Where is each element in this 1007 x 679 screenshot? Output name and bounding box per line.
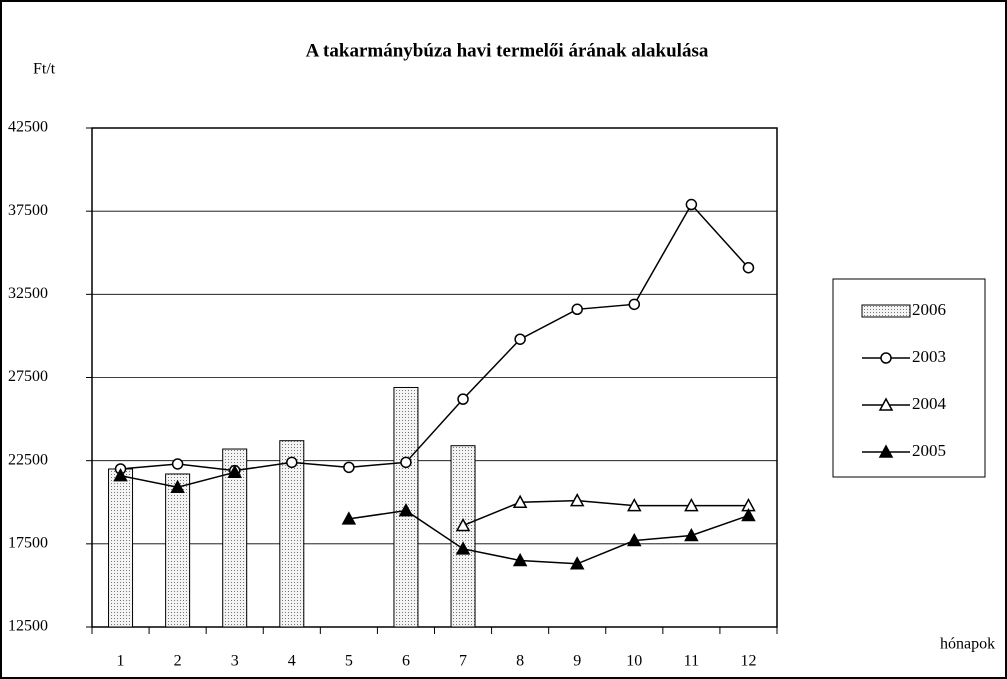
y-tick-label: 27500 xyxy=(8,368,48,385)
line xyxy=(348,509,749,565)
x-tick-label: 1 xyxy=(117,653,125,670)
legend-label: 2003 xyxy=(912,347,946,366)
marker xyxy=(455,541,471,555)
marker xyxy=(343,461,355,474)
line xyxy=(462,499,749,527)
x-tick-label: 11 xyxy=(684,653,699,670)
marker xyxy=(571,303,583,316)
bar xyxy=(108,468,134,628)
marker xyxy=(113,468,128,482)
x-tick-label: 6 xyxy=(402,653,410,670)
y-tick-label: 32500 xyxy=(8,285,48,302)
marker xyxy=(684,527,699,542)
x-tick-label: 5 xyxy=(345,653,353,670)
bar xyxy=(450,445,476,628)
marker xyxy=(628,298,641,311)
legend-marker xyxy=(878,397,894,411)
legend-marker xyxy=(880,352,892,364)
x-tick-label: 10 xyxy=(626,653,642,670)
marker xyxy=(400,456,412,469)
legend-swatch xyxy=(861,304,911,318)
marker xyxy=(627,498,642,512)
bar xyxy=(165,473,191,628)
marker xyxy=(569,556,585,570)
x-tick-label: 9 xyxy=(573,653,581,670)
marker xyxy=(512,552,528,567)
marker xyxy=(171,458,184,470)
line xyxy=(120,203,750,472)
marker xyxy=(170,479,185,494)
x-tick-label: 7 xyxy=(459,653,467,670)
y-tick-label: 17500 xyxy=(8,535,48,552)
x-axis-label: hónapok xyxy=(940,636,995,653)
x-tick-label: 3 xyxy=(231,653,239,670)
marker xyxy=(684,498,699,512)
marker xyxy=(512,494,528,508)
x-tick-label: 12 xyxy=(740,653,756,670)
bar xyxy=(279,440,305,628)
marker xyxy=(741,507,756,522)
marker xyxy=(457,393,469,405)
marker xyxy=(685,198,698,211)
y-tick-label: 12500 xyxy=(8,618,48,635)
marker xyxy=(514,333,526,345)
x-tick-label: 8 xyxy=(516,653,524,670)
marker xyxy=(286,456,298,469)
marker xyxy=(627,532,642,547)
marker xyxy=(227,464,242,479)
marker xyxy=(742,261,755,274)
legend-label: 2006 xyxy=(912,300,946,319)
y-tick-label: 22500 xyxy=(8,451,48,468)
legend-marker xyxy=(878,444,894,458)
chart-title: A takarmánybúza havi termelői árának ala… xyxy=(306,40,709,61)
y-tick-label: 42500 xyxy=(8,119,48,136)
y-axis-label: Ft/t xyxy=(33,61,56,78)
marker xyxy=(569,493,585,507)
marker xyxy=(455,517,471,532)
marker xyxy=(341,511,357,525)
bar xyxy=(222,448,248,628)
y-tick-label: 37500 xyxy=(8,202,48,219)
marker xyxy=(398,503,414,517)
x-tick-label: 2 xyxy=(174,653,182,670)
legend-label: 2005 xyxy=(912,441,946,460)
legend-label: 2004 xyxy=(912,394,947,413)
x-tick-label: 4 xyxy=(288,653,296,670)
